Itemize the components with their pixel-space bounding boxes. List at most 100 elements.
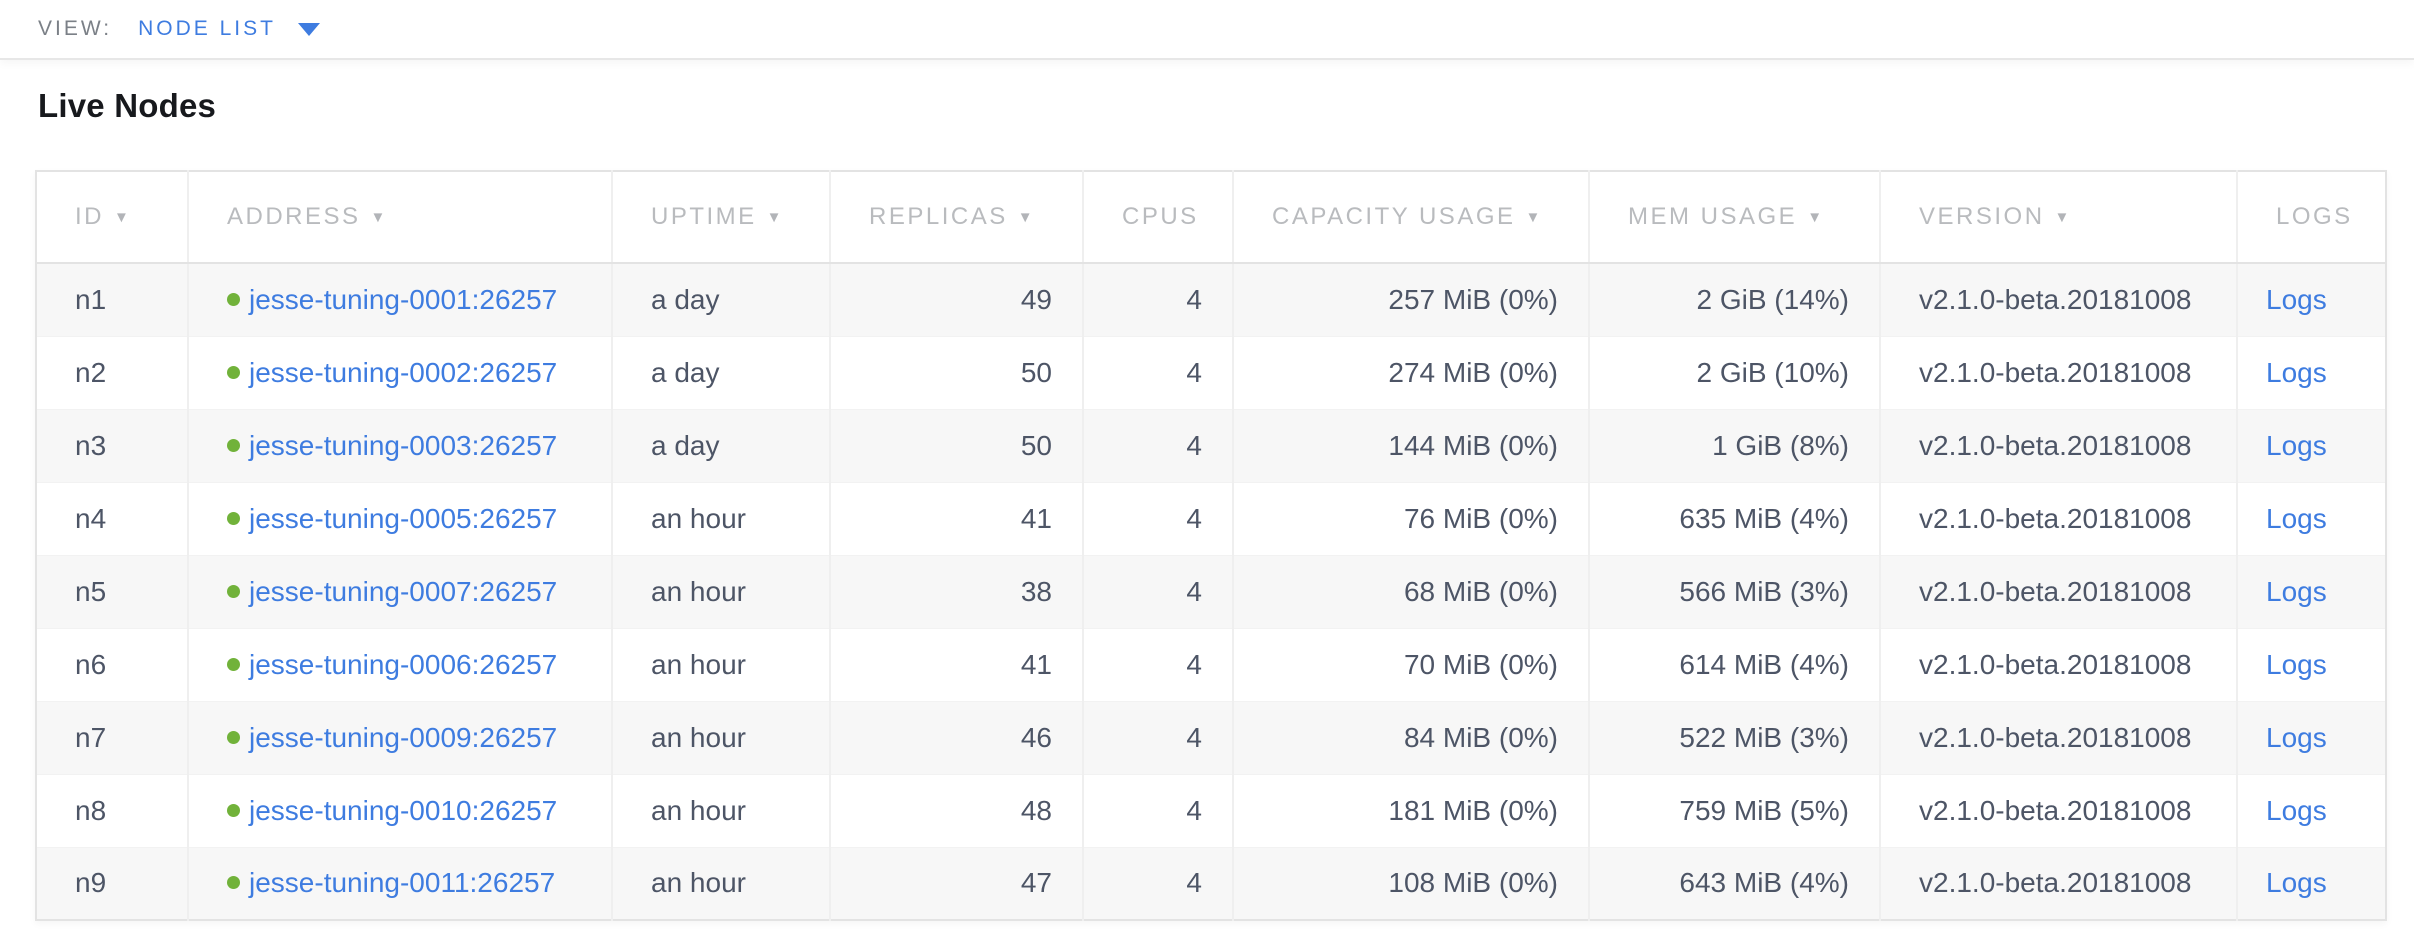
logs-link[interactable]: Logs: [2266, 283, 2327, 315]
node-address-cell: jesse-tuning-0010:26257: [188, 774, 613, 848]
node-status-healthy-icon: [227, 876, 240, 890]
node-logs-cell: Logs: [2237, 847, 2386, 920]
node-address-link[interactable]: jesse-tuning-0006:26257: [249, 648, 558, 680]
node-address-cell: jesse-tuning-0001:26257: [188, 263, 613, 337]
node-logs-cell: Logs: [2237, 482, 2386, 556]
node-version-cell: v2.1.0-beta.20181008: [1880, 774, 2238, 848]
table-row: n8 jesse-tuning-0010:26257 an hour 48 4 …: [36, 774, 2386, 848]
node-address-cell: jesse-tuning-0005:26257: [188, 482, 613, 556]
logs-link[interactable]: Logs: [2266, 356, 2327, 388]
view-bar-label: VIEW:: [38, 17, 113, 40]
node-id-cell: n4: [36, 482, 189, 556]
node-uptime-cell: an hour: [612, 701, 831, 775]
logs-link[interactable]: Logs: [2266, 794, 2327, 826]
table-header-row: ID ▼ ADDRESS ▼ UPTIME ▼ REPLICAS ▼ CPUS CAPA…: [36, 171, 2386, 264]
node-address-cell: jesse-tuning-0002:26257: [188, 336, 613, 410]
column-header-capacity[interactable]: CAPACITY USAGE ▼: [1233, 171, 1590, 264]
node-capacity-cell: 70 MiB (0%): [1233, 628, 1590, 702]
node-id-cell: n7: [36, 701, 189, 775]
node-status-healthy-icon: [227, 365, 240, 379]
view-selector-dropdown[interactable]: NODE LIST: [138, 17, 320, 41]
node-mem-cell: 566 MiB (3%): [1589, 555, 1881, 629]
table-row: n7 jesse-tuning-0009:26257 an hour 46 4 …: [36, 701, 2386, 775]
logs-link[interactable]: Logs: [2266, 429, 2327, 461]
table-row: n6 jesse-tuning-0006:26257 an hour 41 4 …: [36, 628, 2386, 702]
node-replicas-cell: 50: [830, 336, 1084, 410]
node-address-cell: jesse-tuning-0003:26257: [188, 409, 613, 483]
node-uptime-cell: a day: [612, 336, 831, 410]
column-header-id[interactable]: ID ▼: [36, 171, 189, 264]
node-mem-cell: 759 MiB (5%): [1589, 774, 1881, 848]
node-version-cell: v2.1.0-beta.20181008: [1880, 482, 2238, 556]
column-header-address[interactable]: ADDRESS ▼: [188, 171, 613, 264]
table-row: n2 jesse-tuning-0002:26257 a day 50 4 27…: [36, 336, 2386, 410]
node-uptime-cell: an hour: [612, 847, 831, 920]
logs-link[interactable]: Logs: [2266, 648, 2327, 680]
view-bar: VIEW: NODE LIST: [0, 0, 2414, 60]
sort-desc-icon: ▼: [370, 209, 388, 226]
node-address-link[interactable]: jesse-tuning-0010:26257: [249, 794, 558, 826]
node-id-cell: n9: [36, 847, 189, 920]
node-replicas-cell: 41: [830, 482, 1084, 556]
node-capacity-cell: 274 MiB (0%): [1233, 336, 1590, 410]
column-header-cpus: CPUS: [1083, 171, 1234, 264]
node-address-link[interactable]: jesse-tuning-0001:26257: [249, 283, 558, 315]
column-header-version[interactable]: VERSION ▼: [1880, 171, 2238, 264]
node-capacity-cell: 257 MiB (0%): [1233, 263, 1590, 337]
node-version-cell: v2.1.0-beta.20181008: [1880, 628, 2238, 702]
node-capacity-cell: 68 MiB (0%): [1233, 555, 1590, 629]
column-label: ID: [75, 203, 104, 230]
node-replicas-cell: 50: [830, 409, 1084, 483]
node-address-link[interactable]: jesse-tuning-0007:26257: [249, 575, 558, 607]
node-mem-cell: 2 GiB (14%): [1589, 263, 1881, 337]
logs-link[interactable]: Logs: [2266, 575, 2327, 607]
column-label: REPLICAS: [869, 203, 1008, 230]
node-logs-cell: Logs: [2237, 701, 2386, 775]
page-title: Live Nodes: [38, 87, 217, 124]
node-address-link[interactable]: jesse-tuning-0005:26257: [249, 502, 558, 534]
node-id-cell: n1: [36, 263, 189, 337]
node-status-healthy-icon: [227, 511, 240, 525]
table-row: n3 jesse-tuning-0003:26257 a day 50 4 14…: [36, 409, 2386, 483]
node-capacity-cell: 76 MiB (0%): [1233, 482, 1590, 556]
column-header-uptime[interactable]: UPTIME ▼: [612, 171, 831, 264]
node-replicas-cell: 46: [830, 701, 1084, 775]
logs-link[interactable]: Logs: [2266, 721, 2327, 753]
node-id-cell: n8: [36, 774, 189, 848]
node-replicas-cell: 41: [830, 628, 1084, 702]
logs-link[interactable]: Logs: [2266, 502, 2327, 534]
column-label: ADDRESS: [227, 203, 361, 230]
column-header-mem[interactable]: MEM USAGE ▼: [1589, 171, 1881, 264]
node-cpus-cell: 4: [1083, 628, 1234, 702]
node-capacity-cell: 144 MiB (0%): [1233, 409, 1590, 483]
table-body: n1 jesse-tuning-0001:26257 a day 49 4 25…: [36, 263, 2386, 920]
node-address-link[interactable]: jesse-tuning-0009:26257: [249, 721, 558, 753]
table-row: n4 jesse-tuning-0005:26257 an hour 41 4 …: [36, 482, 2386, 556]
node-mem-cell: 1 GiB (8%): [1589, 409, 1881, 483]
node-logs-cell: Logs: [2237, 263, 2386, 337]
node-cpus-cell: 4: [1083, 336, 1234, 410]
node-replicas-cell: 47: [830, 847, 1084, 920]
node-address-link[interactable]: jesse-tuning-0002:26257: [249, 356, 558, 388]
node-address-link[interactable]: jesse-tuning-0011:26257: [249, 867, 556, 899]
node-version-cell: v2.1.0-beta.20181008: [1880, 555, 2238, 629]
node-address-cell: jesse-tuning-0009:26257: [188, 701, 613, 775]
node-version-cell: v2.1.0-beta.20181008: [1880, 847, 2238, 920]
node-version-cell: v2.1.0-beta.20181008: [1880, 336, 2238, 410]
node-status-healthy-icon: [227, 803, 240, 817]
node-cpus-cell: 4: [1083, 263, 1234, 337]
node-address-cell: jesse-tuning-0011:26257: [188, 847, 613, 920]
node-address-link[interactable]: jesse-tuning-0003:26257: [249, 429, 558, 461]
node-uptime-cell: an hour: [612, 628, 831, 702]
column-header-replicas[interactable]: REPLICAS ▼: [830, 171, 1084, 264]
node-cpus-cell: 4: [1083, 847, 1234, 920]
node-replicas-cell: 38: [830, 555, 1084, 629]
column-label: UPTIME: [651, 203, 757, 230]
sort-desc-icon: ▼: [1017, 209, 1036, 226]
sort-desc-icon: ▼: [766, 209, 785, 226]
logs-link[interactable]: Logs: [2266, 867, 2327, 899]
column-header-logs: LOGS: [2237, 171, 2386, 264]
live-nodes-table: ID ▼ ADDRESS ▼ UPTIME ▼ REPLICAS ▼ CPUS CAPA…: [35, 170, 2387, 921]
node-cpus-cell: 4: [1083, 482, 1234, 556]
node-uptime-cell: a day: [612, 263, 831, 337]
